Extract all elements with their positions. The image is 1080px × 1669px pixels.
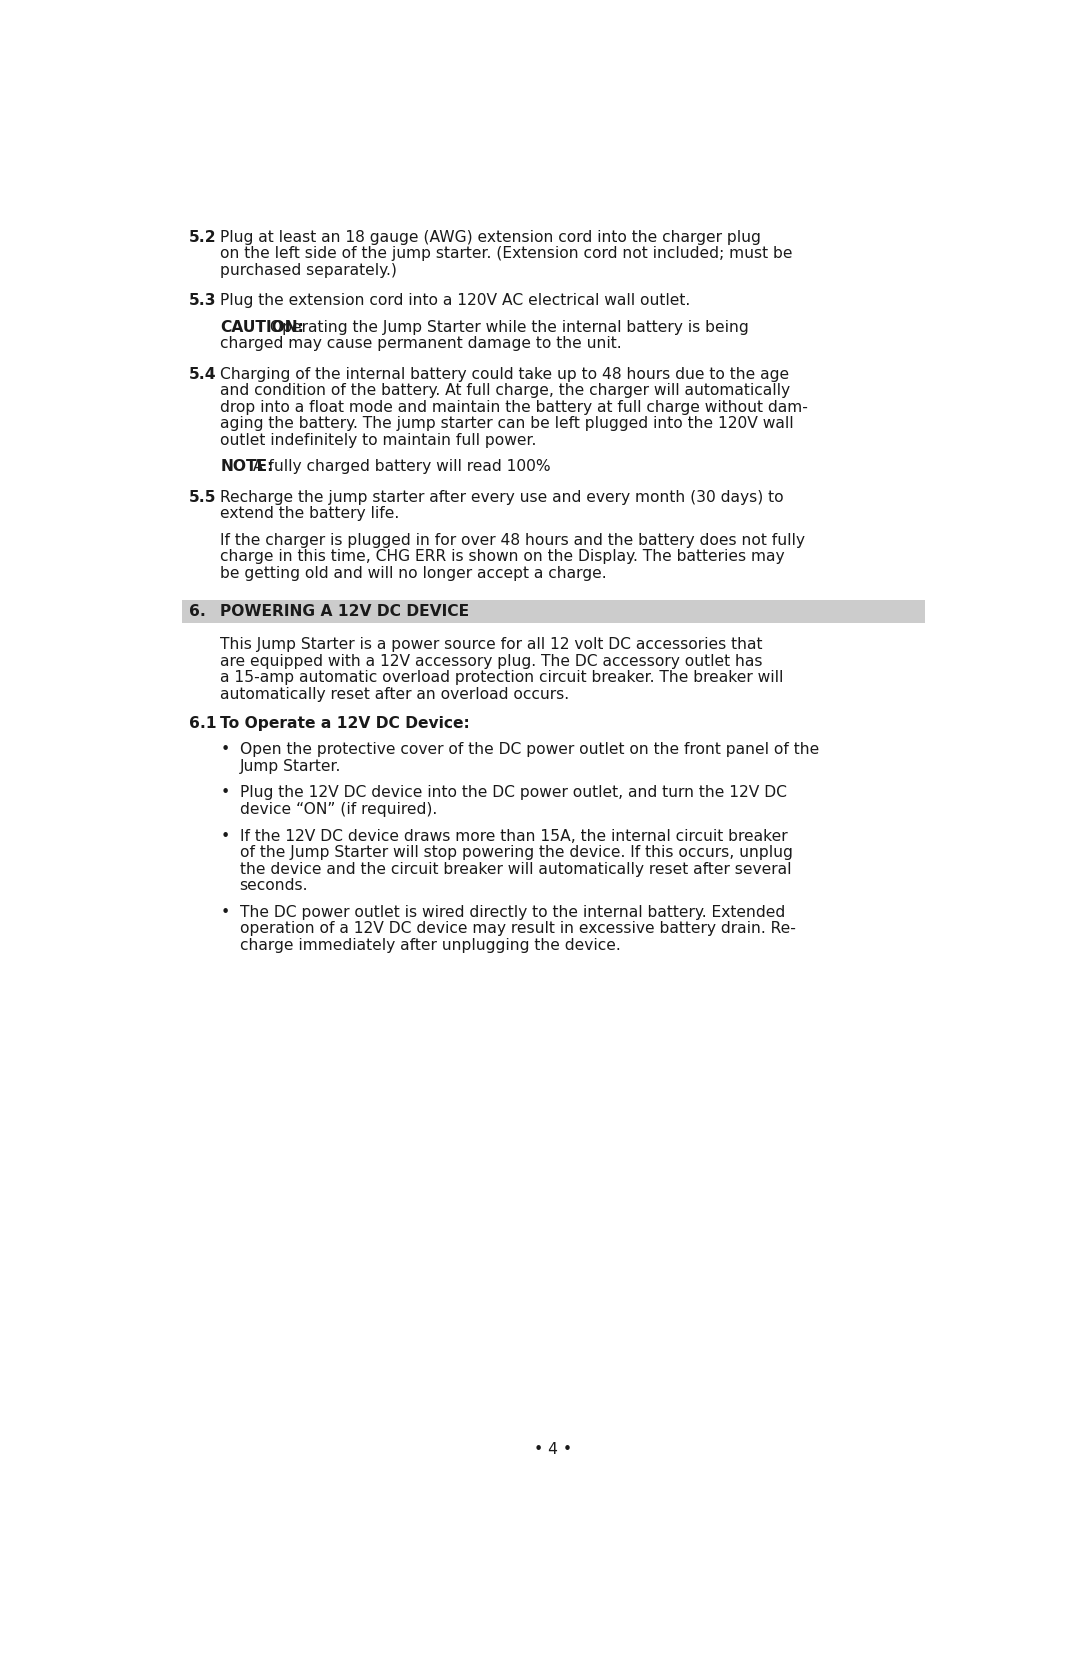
Text: purchased separately.): purchased separately.) (220, 262, 397, 277)
Text: drop into a float mode and maintain the battery at full charge without dam-: drop into a float mode and maintain the … (220, 399, 808, 414)
Text: 5.4: 5.4 (189, 367, 217, 382)
Text: charged may cause permanent damage to the unit.: charged may cause permanent damage to th… (220, 335, 622, 350)
Text: Recharge the jump starter after every use and every month (30 days) to: Recharge the jump starter after every us… (220, 489, 784, 504)
Text: Operating the Jump Starter while the internal battery is being: Operating the Jump Starter while the int… (265, 320, 748, 334)
Text: on the left side of the jump starter. (Extension cord not included; must be: on the left side of the jump starter. (E… (220, 245, 793, 260)
Text: To Operate a 12V DC Device:: To Operate a 12V DC Device: (220, 716, 470, 731)
Text: device “ON” (if required).: device “ON” (if required). (240, 803, 437, 818)
Text: 5.3: 5.3 (189, 294, 217, 309)
Text: CAUTION:: CAUTION: (220, 320, 305, 334)
Text: POWERING A 12V DC DEVICE: POWERING A 12V DC DEVICE (220, 604, 470, 619)
Text: 5.5: 5.5 (189, 489, 217, 504)
Text: are equipped with a 12V accessory plug. The DC accessory outlet has: are equipped with a 12V accessory plug. … (220, 654, 762, 669)
Text: •: • (220, 743, 229, 758)
Text: If the charger is plugged in for over 48 hours and the battery does not fully: If the charger is plugged in for over 48… (220, 532, 806, 547)
Text: of the Jump Starter will stop powering the device. If this occurs, unplug: of the Jump Starter will stop powering t… (240, 845, 793, 860)
Text: A fully charged battery will read 100%: A fully charged battery will read 100% (248, 459, 551, 474)
Text: NOTE:: NOTE: (220, 459, 273, 474)
Text: outlet indefinitely to maintain full power.: outlet indefinitely to maintain full pow… (220, 432, 537, 447)
Text: The DC power outlet is wired directly to the internal battery. Extended: The DC power outlet is wired directly to… (240, 905, 785, 920)
Text: charge immediately after unplugging the device.: charge immediately after unplugging the … (240, 938, 620, 953)
Text: 5.2: 5.2 (189, 230, 217, 245)
Text: Plug the 12V DC device into the DC power outlet, and turn the 12V DC: Plug the 12V DC device into the DC power… (240, 786, 786, 801)
Text: charge in this time, CHG ERR is shown on the Display. The batteries may: charge in this time, CHG ERR is shown on… (220, 549, 785, 564)
Text: a 15-amp automatic overload protection circuit breaker. The breaker will: a 15-amp automatic overload protection c… (220, 671, 784, 686)
Text: Jump Starter.: Jump Starter. (240, 759, 341, 774)
Text: 6.: 6. (189, 604, 206, 619)
Bar (181, 599, 926, 624)
Text: aging the battery. The jump starter can be left plugged into the 120V wall: aging the battery. The jump starter can … (220, 416, 794, 431)
Text: 6.1: 6.1 (189, 716, 217, 731)
Text: •: • (220, 786, 229, 801)
Text: operation of a 12V DC device may result in excessive battery drain. Re-: operation of a 12V DC device may result … (240, 921, 796, 936)
Text: be getting old and will no longer accept a charge.: be getting old and will no longer accept… (220, 566, 607, 581)
Text: automatically reset after an overload occurs.: automatically reset after an overload oc… (220, 688, 569, 703)
Text: Open the protective cover of the DC power outlet on the front panel of the: Open the protective cover of the DC powe… (240, 743, 819, 758)
Text: extend the battery life.: extend the battery life. (220, 506, 400, 521)
Text: • 4 •: • 4 • (535, 1442, 572, 1457)
Text: Plug at least an 18 gauge (AWG) extension cord into the charger plug: Plug at least an 18 gauge (AWG) extensio… (220, 230, 761, 245)
Text: Charging of the internal battery could take up to 48 hours due to the age: Charging of the internal battery could t… (220, 367, 789, 382)
Text: the device and the circuit breaker will automatically reset after several: the device and the circuit breaker will … (240, 861, 792, 876)
Text: Plug the extension cord into a 120V AC electrical wall outlet.: Plug the extension cord into a 120V AC e… (220, 294, 690, 309)
Text: seconds.: seconds. (240, 878, 308, 893)
Text: and condition of the battery. At full charge, the charger will automatically: and condition of the battery. At full ch… (220, 384, 791, 399)
Text: •: • (220, 905, 229, 920)
Text: If the 12V DC device draws more than 15A, the internal circuit breaker: If the 12V DC device draws more than 15A… (240, 828, 787, 843)
Text: •: • (220, 828, 229, 843)
Text: This Jump Starter is a power source for all 12 volt DC accessories that: This Jump Starter is a power source for … (220, 638, 762, 653)
